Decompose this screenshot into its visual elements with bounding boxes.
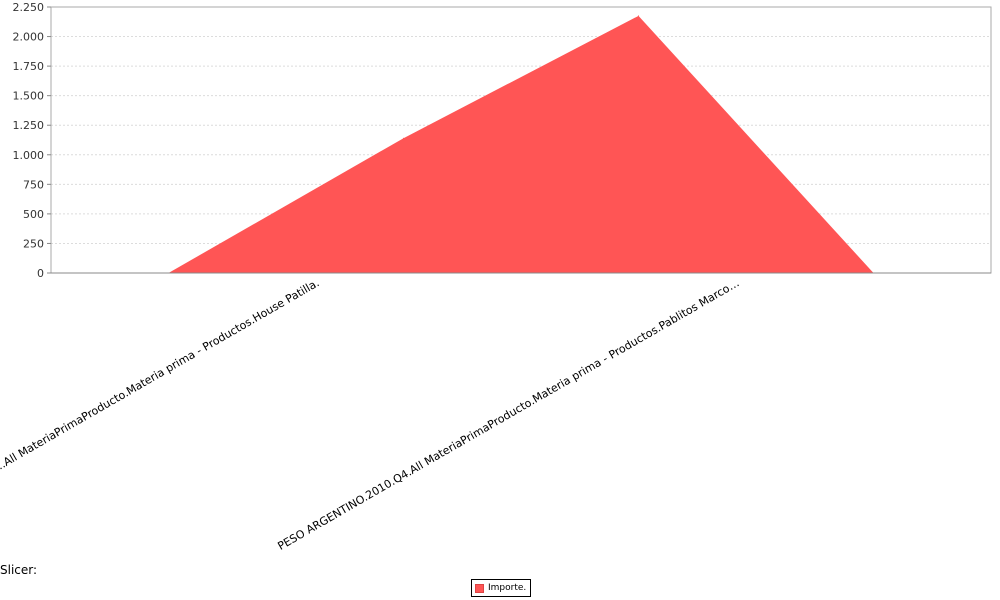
y-tick-label: 500: [23, 208, 44, 221]
y-tick-label: 2.250: [13, 1, 45, 14]
data-point: [403, 137, 404, 139]
axes: [50, 6, 992, 274]
y-tick-label: 0: [37, 267, 44, 280]
legend-label: Importe.: [488, 583, 527, 593]
y-tick-label: 1.000: [13, 149, 45, 162]
y-axis-ticks: 0 250 500 750 1.000 1.250 1.500 1.750 2.000 2.250: [13, 1, 51, 280]
legend: Importe.: [471, 579, 532, 597]
legend-swatch: [475, 583, 484, 593]
y-tick-label: 2.000: [13, 31, 45, 44]
y-tick-label: 1.250: [13, 119, 45, 132]
y-tick-label: 750: [23, 178, 44, 191]
x-category-label: …All MateriaPrimaProducto.Materia prima …: [0, 276, 322, 474]
slicer-label: Slicer:: [0, 563, 38, 577]
area-series: [168, 15, 874, 273]
y-tick-label: 1.500: [13, 90, 45, 103]
x-axis-labels: …All MateriaPrimaProducto.Materia prima …: [0, 276, 742, 553]
x-category-label: PESO ARGENTINO.2010.Q4.All MateriaPrimaP…: [276, 276, 742, 553]
area-layer: [168, 15, 874, 274]
data-point: [638, 15, 639, 17]
y-tick-label: 250: [23, 237, 44, 250]
y-tick-label: 1.750: [13, 60, 45, 73]
